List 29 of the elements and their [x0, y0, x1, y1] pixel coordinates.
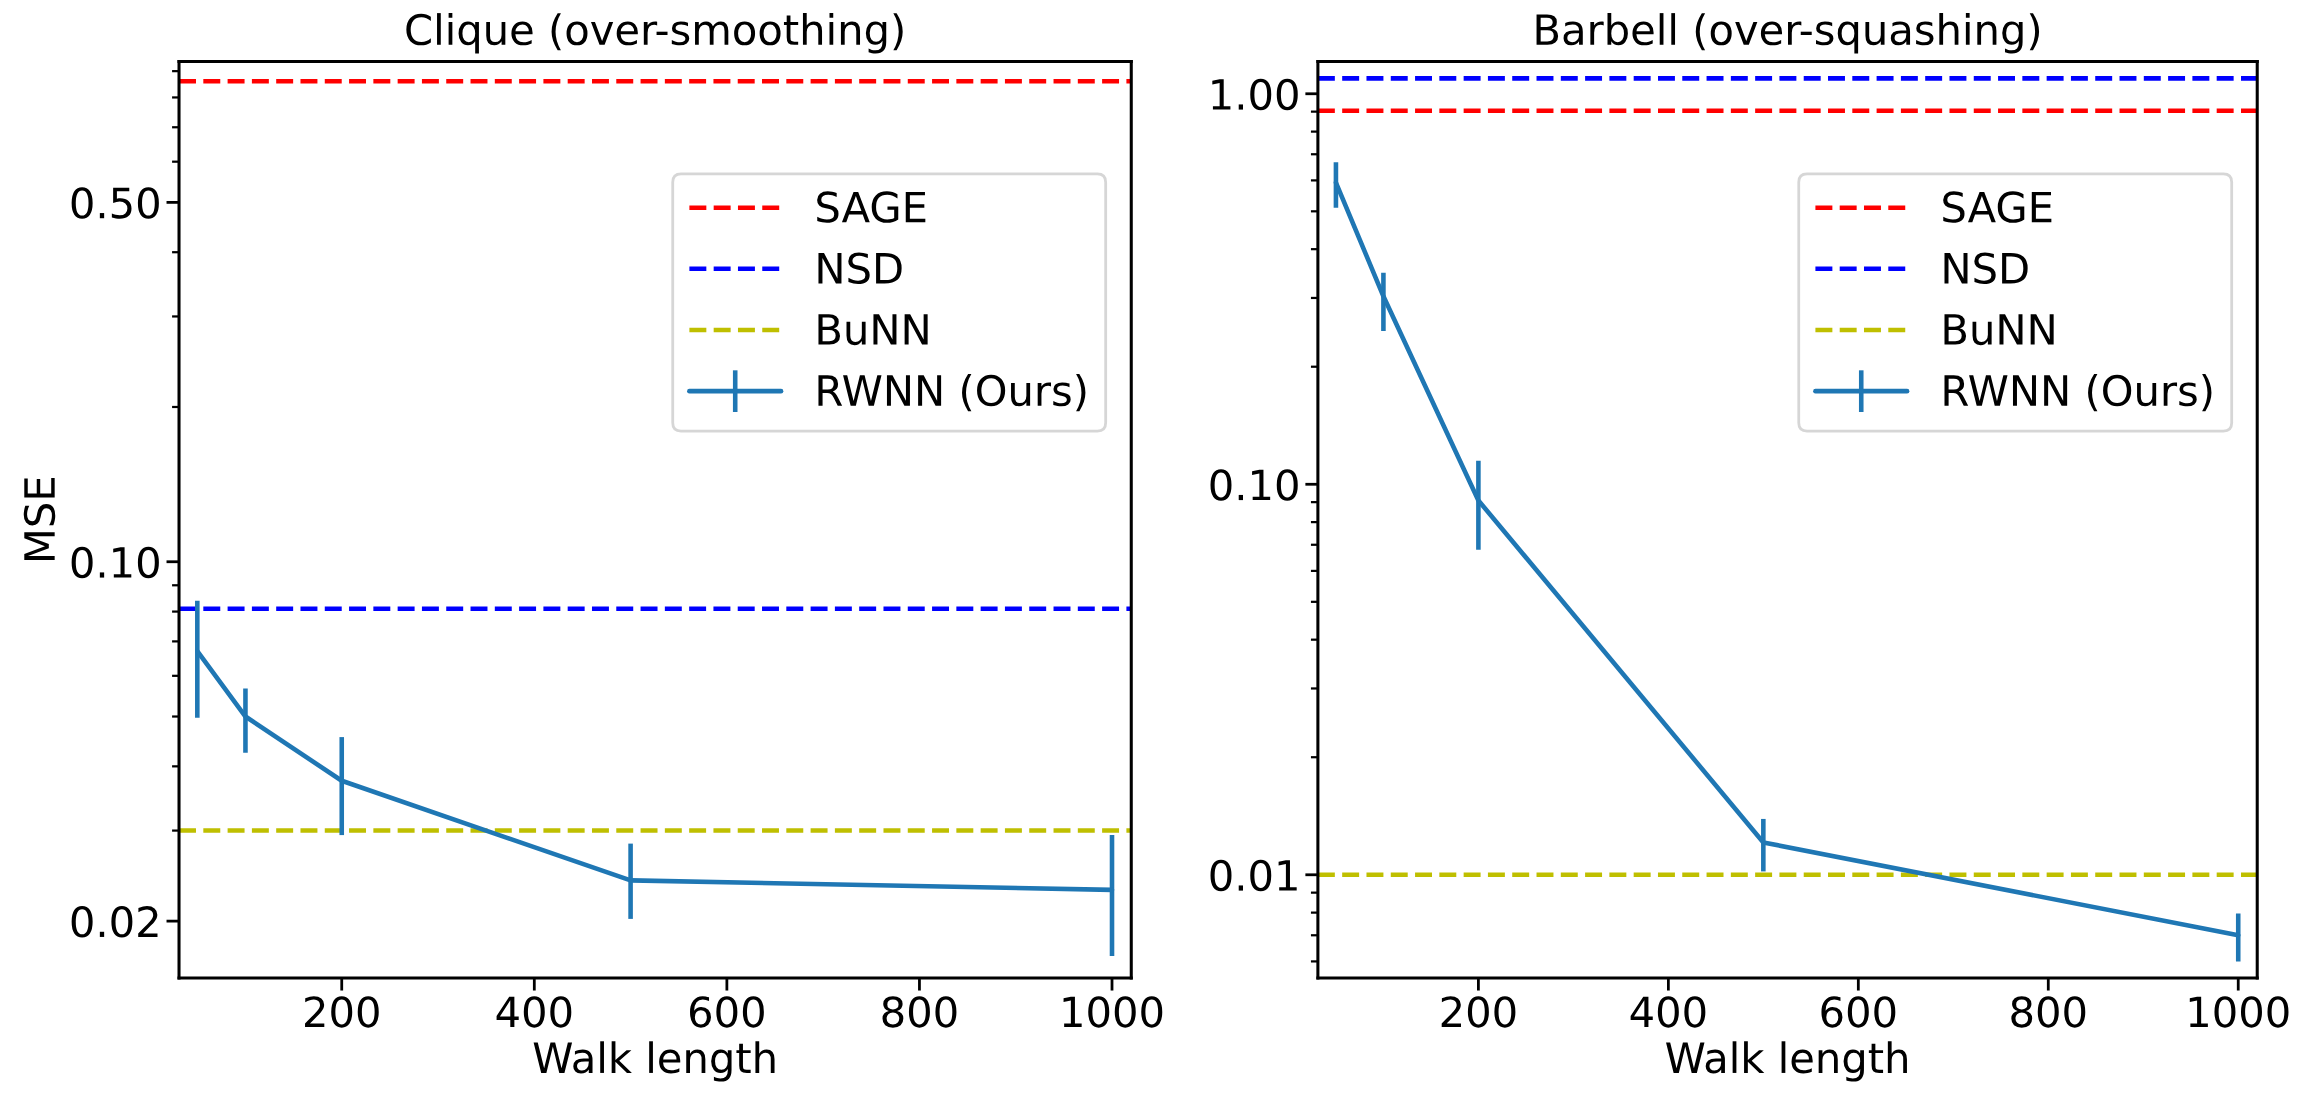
x-tick-label: 400 [496, 996, 572, 1028]
x-tick-label: 1000 [1063, 996, 1163, 1028]
x-tick-label: 600 [690, 996, 764, 1028]
y-tick-label: 1.00 [1212, 78, 1298, 111]
legend-label: NSD [1944, 252, 2028, 285]
x-tick-label: 200 [1441, 996, 1516, 1028]
chart-title: Barbell (over-squashing) [1536, 13, 2040, 54]
x-tick-label: 800 [2011, 996, 2086, 1028]
y-tick-label: 0.10 [1210, 469, 1298, 501]
legend-label: SAGE [1943, 191, 2052, 223]
x-tick-label: 200 [305, 996, 379, 1028]
y-tick-label: 0.01 [1210, 859, 1297, 892]
y-tick-label: 0.10 [71, 546, 159, 579]
legend-label: NSD [818, 252, 902, 285]
legend-label: SAGE [817, 191, 926, 223]
x-axis-title: Walk length [533, 1041, 775, 1082]
x-axis-title: Walk length [1666, 1041, 1907, 1082]
y-tick-label: 0.50 [71, 187, 159, 219]
chart-title: Clique (over-smoothing) [406, 13, 903, 54]
x-tick-label: 400 [1630, 996, 1706, 1028]
x-tick-label: 1000 [2189, 996, 2289, 1028]
legend-label: RWNN (Ours) [818, 374, 1086, 412]
x-tick-label: 600 [1821, 996, 1896, 1028]
legend-label: BuNN [1944, 314, 2054, 346]
legend-label: RWNN (Ours) [1944, 374, 2212, 412]
legend-label: BuNN [818, 314, 928, 346]
y-axis-title: MSE [23, 478, 56, 561]
y-tick-label: 0.02 [71, 906, 158, 938]
x-tick-label: 800 [882, 996, 957, 1028]
